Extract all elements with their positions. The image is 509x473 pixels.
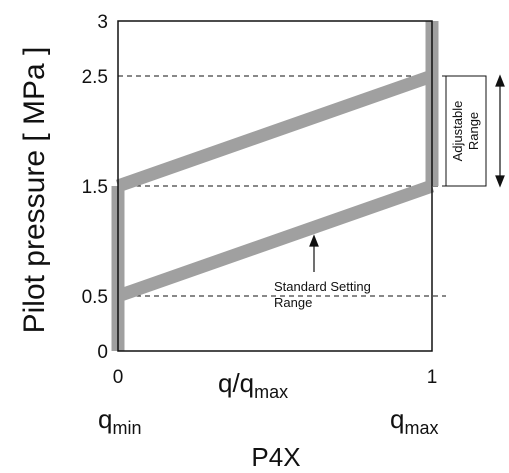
x-tick-label: 1	[427, 367, 438, 388]
x-axis-label-main: q/q	[218, 368, 254, 398]
range-band-line	[118, 76, 432, 186]
q-max-label: qmax	[390, 404, 438, 438]
standard-setting-arrow	[310, 236, 318, 272]
x-axis-label-sub: max	[254, 382, 288, 402]
y-axis-label: Pilot pressure [ MPa ]	[18, 47, 51, 334]
adjustable-range-label: Adjustable	[450, 101, 465, 162]
y-tick-label: 1.5	[82, 177, 108, 198]
y-tick-label: 0	[97, 342, 108, 363]
y-tick-label: 3	[97, 12, 108, 33]
y-tick-label: 2.5	[82, 67, 108, 88]
x-tick-label: 0	[113, 367, 124, 388]
x-axis-label: q/qmax	[218, 368, 288, 402]
adjustable-range-label-2: Range	[466, 112, 481, 150]
chart-title: P4X	[251, 442, 300, 472]
standard-setting-label: Standard Setting	[274, 279, 371, 294]
y-tick-label: 0.5	[82, 287, 108, 308]
q-min-label: qmin	[98, 404, 141, 438]
standard-setting-label-2: Range	[274, 295, 312, 310]
adjustable-range-arrow	[496, 76, 504, 186]
